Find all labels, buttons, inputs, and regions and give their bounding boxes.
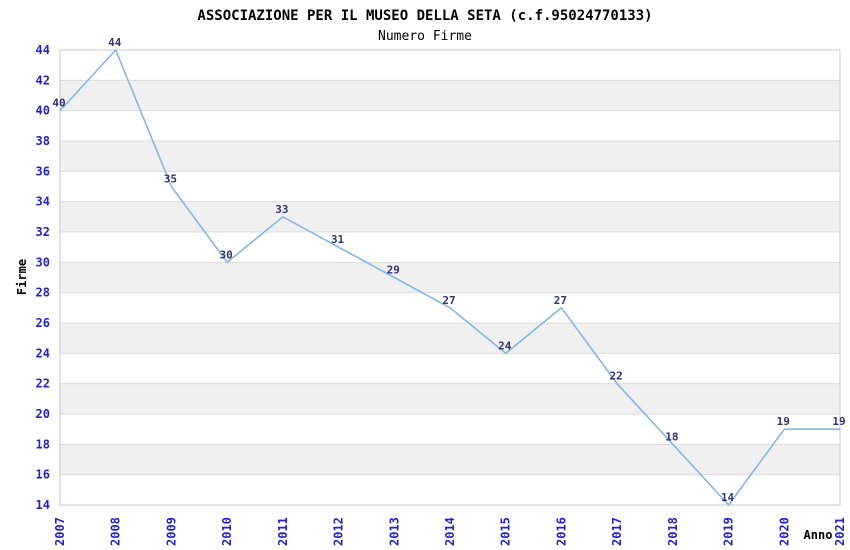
y-tick-label: 38 [36, 134, 50, 148]
y-tick-label: 44 [36, 43, 50, 57]
y-tick-label: 24 [36, 346, 50, 360]
grid-band [60, 383, 840, 414]
x-tick-label: 2008 [109, 517, 123, 546]
x-tick-label: 2016 [554, 517, 568, 546]
grid-band [60, 80, 840, 111]
y-tick-label: 40 [36, 104, 50, 118]
y-tick-label: 14 [36, 498, 50, 512]
value-label: 44 [108, 36, 122, 49]
x-tick-label: 2015 [499, 517, 513, 546]
value-label: 40 [52, 97, 65, 110]
grid-band [60, 323, 840, 354]
value-label: 33 [275, 203, 288, 216]
grid-band [60, 262, 840, 293]
value-label: 30 [220, 248, 233, 261]
value-label: 35 [164, 173, 177, 186]
x-tick-label: 2013 [387, 517, 401, 546]
value-label: 19 [777, 415, 790, 428]
x-tick-label: 2010 [220, 517, 234, 546]
y-tick-label: 20 [36, 407, 50, 421]
y-tick-label: 32 [36, 225, 50, 239]
x-tick-label: 2009 [164, 517, 178, 546]
x-axis-title: Anno [804, 528, 833, 542]
grid-band [60, 444, 840, 475]
y-tick-label: 28 [36, 286, 50, 300]
x-tick-label: 2019 [722, 517, 736, 546]
grid-band [60, 201, 840, 232]
x-tick-label: 2007 [53, 517, 67, 546]
plot-border [59, 49, 841, 506]
y-tick-label: 34 [36, 195, 50, 209]
x-tick-label: 2021 [833, 517, 847, 546]
chart-title: ASSOCIAZIONE PER IL MUSEO DELLA SETA (c.… [197, 8, 652, 24]
y-tick-label: 22 [36, 377, 50, 391]
x-tick-label: 2012 [332, 517, 346, 546]
y-tick-label: 16 [36, 468, 50, 482]
value-label: 19 [832, 415, 845, 428]
value-label: 14 [721, 491, 735, 504]
value-label: 29 [387, 264, 400, 277]
value-label: 31 [331, 233, 345, 246]
value-label: 24 [498, 339, 512, 352]
value-label: 27 [554, 294, 567, 307]
x-tick-label: 2017 [610, 517, 624, 546]
x-tick-label: 2020 [777, 517, 791, 546]
data-line [59, 49, 840, 506]
y-tick-label: 36 [36, 164, 50, 178]
grid-band [60, 141, 840, 172]
y-tick-label: 18 [36, 437, 50, 451]
x-tick-label: 2011 [276, 517, 290, 546]
x-tick-label: 2018 [666, 517, 680, 546]
value-label: 22 [610, 370, 623, 383]
value-label: 27 [442, 294, 455, 307]
x-tick-label: 2014 [443, 517, 457, 546]
y-tick-label: 26 [36, 316, 50, 330]
y-tick-label: 30 [36, 255, 50, 269]
chart-subtitle: Numero Firme [378, 29, 472, 44]
y-axis-title: Firme [15, 259, 29, 295]
value-label: 18 [665, 430, 678, 443]
y-tick-label: 42 [36, 73, 50, 87]
